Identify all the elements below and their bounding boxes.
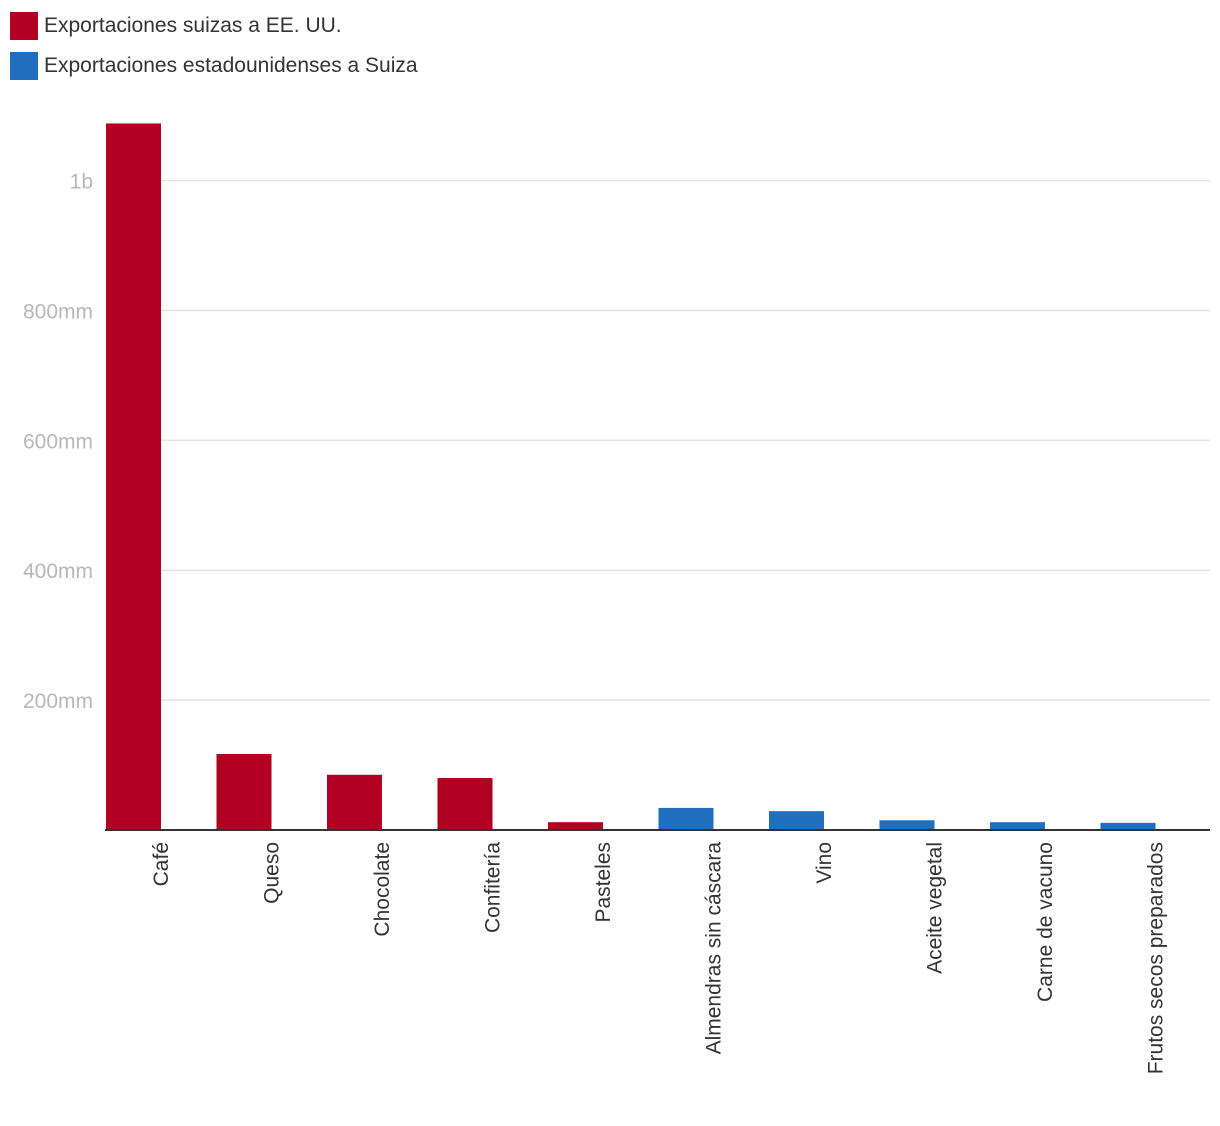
x-tick-label: Confitería (482, 842, 505, 933)
y-tick-label: 200mm (23, 690, 93, 713)
bar-caf-[interactable] (106, 123, 161, 830)
bars (106, 123, 1156, 830)
x-tick-label: Vino (813, 842, 836, 884)
x-tick-label: Almendras sin cáscara (703, 842, 726, 1055)
y-tick-label: 400mm (23, 560, 93, 583)
legend-swatch-us-exports (10, 52, 38, 80)
legend-item-us-exports[interactable]: Exportaciones estadounidenses a Suiza (10, 52, 418, 80)
y-tick-label: 600mm (23, 430, 93, 453)
x-tick-label: Carne de vacuno (1034, 842, 1057, 1002)
x-tick-label: Chocolate (371, 842, 394, 937)
bar-carne-de-vacuno[interactable] (990, 822, 1045, 830)
x-tick-label: Aceite vegetal (924, 842, 947, 974)
bar-confiter-a[interactable] (437, 778, 493, 830)
legend: Exportaciones suizas a EE. UU. Exportaci… (10, 12, 418, 92)
x-tick-label: Café (150, 842, 173, 886)
x-tick-label: Pasteles (592, 842, 615, 923)
bar-frutos-secos-preparados[interactable] (1100, 822, 1156, 830)
bar-chocolate[interactable] (327, 774, 382, 830)
bar-almendras-sin-c-scara[interactable] (658, 807, 714, 830)
x-axis-labels: Café Queso Chocolate Confitería Pasteles Alme… (150, 842, 1168, 1075)
bar-pasteles[interactable] (548, 822, 603, 830)
bar-aceite-vegetal[interactable] (879, 820, 935, 830)
legend-label-us-exports: Exportaciones estadounidenses a Suiza (44, 54, 418, 77)
bar-queso[interactable] (216, 754, 272, 830)
y-axis-ticks: 200mm 400mm 600mm 800mm 1b (23, 171, 93, 714)
legend-label-swiss-exports: Exportaciones suizas a EE. UU. (44, 14, 342, 37)
legend-item-swiss-exports[interactable]: Exportaciones suizas a EE. UU. (10, 12, 418, 40)
bar-vino[interactable] (769, 811, 824, 830)
legend-swatch-swiss-exports (10, 12, 38, 40)
y-tick-label: 1b (70, 171, 93, 194)
grid-lines (160, 179, 1210, 701)
y-tick-label: 800mm (23, 300, 93, 323)
x-tick-label: Queso (261, 842, 284, 904)
x-tick-label: Frutos secos preparados (1145, 842, 1168, 1074)
